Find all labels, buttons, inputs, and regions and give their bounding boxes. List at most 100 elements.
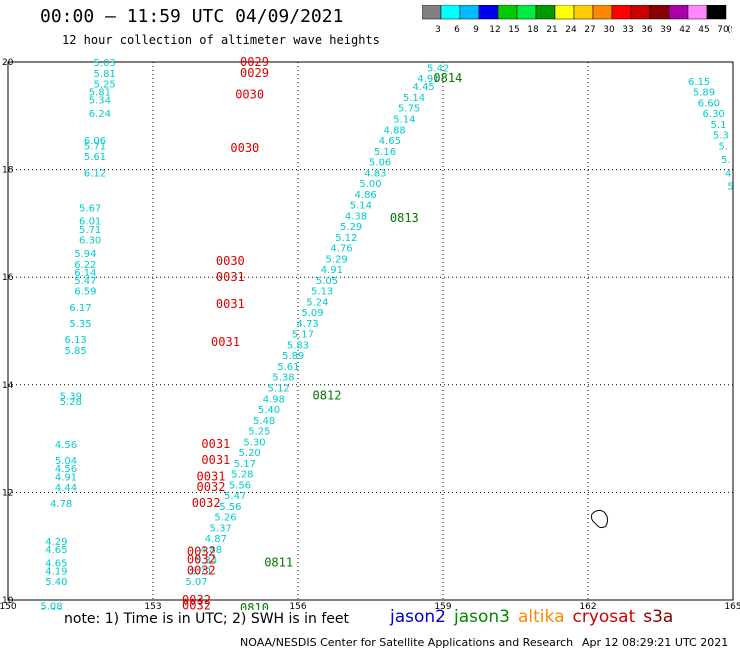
time-label: 0030 xyxy=(230,141,259,155)
swh-value: 4.65 xyxy=(45,558,67,569)
swh-value: 5.09 xyxy=(301,308,323,319)
swh-value: 5.14 xyxy=(393,114,415,125)
swh-value: 4.83 xyxy=(364,168,386,179)
swh-value: 5.42 xyxy=(427,63,449,74)
colorbar-label: 3 xyxy=(435,25,441,35)
time-label: 0029 xyxy=(240,66,269,80)
swh-value: 5.89 xyxy=(282,351,304,362)
swh-value: 5 xyxy=(727,182,733,193)
y-tick-label: 16 xyxy=(2,273,14,283)
time-label: 0032 xyxy=(197,480,226,494)
swh-value: 4.19 xyxy=(45,566,67,577)
swh-value: 4.88 xyxy=(200,545,222,556)
time-label: 0032 xyxy=(192,496,221,510)
satellite-cryosat: cryosat xyxy=(572,607,636,627)
time-label: 0031 xyxy=(201,453,230,467)
colorbar-label: 6 xyxy=(454,25,460,35)
swh-value: 5.25 xyxy=(94,80,116,91)
time-label: 0031 xyxy=(197,469,226,483)
swh-value: 5.28 xyxy=(231,470,253,481)
time-label: 0030 xyxy=(235,87,264,101)
swh-value: 5.12 xyxy=(268,383,290,394)
swh-value: 5.56 xyxy=(219,502,241,513)
swh-value: 5.14 xyxy=(350,201,372,212)
swh-value: 4.91 xyxy=(321,265,343,276)
x-tick-label: 153 xyxy=(144,602,161,610)
swh-value: 5.30 xyxy=(243,437,265,448)
chart-subtitle: 12 hour collection of altimeter wave hei… xyxy=(62,33,380,47)
swh-value: 5.47 xyxy=(224,491,246,502)
colorbar-label: 36 xyxy=(641,25,653,35)
time-label: 0814 xyxy=(433,71,462,85)
swh-value: 5.17 xyxy=(234,459,256,470)
swh-value: 5.33 xyxy=(40,607,62,610)
swh-value: 5.03 xyxy=(94,58,116,69)
swh-value: 5.81 xyxy=(94,69,116,80)
swh-value: 5.13 xyxy=(311,287,333,298)
colorbar-swatch xyxy=(706,4,727,20)
swh-value: 5.00 xyxy=(359,179,381,190)
swh-value: 5.61 xyxy=(277,362,299,373)
swh-value: 4.98 xyxy=(263,394,285,405)
swh-value: 5.08 xyxy=(40,601,62,610)
swh-value: 6.60 xyxy=(698,98,720,109)
swh-value: 5.20 xyxy=(239,448,261,459)
swh-value: 4.76 xyxy=(330,244,352,255)
swh-value: 6.14 xyxy=(74,268,96,279)
swh-value: 6.13 xyxy=(65,335,87,346)
colorbar-label: 39 xyxy=(660,25,672,35)
swh-value: 6.12 xyxy=(84,168,106,179)
swh-value: 5.48 xyxy=(253,416,275,427)
swh-value: 5.83 xyxy=(287,340,309,351)
time-label: 0812 xyxy=(313,389,342,403)
swh-value: 5.61 xyxy=(84,152,106,163)
time-label: 0032 xyxy=(187,553,216,567)
swh-value: 4 xyxy=(725,168,731,179)
colorbar-label: 27 xyxy=(584,25,595,35)
swh-value: 4.86 xyxy=(355,190,377,201)
swh-value: 5.28 xyxy=(60,397,82,408)
swh-value: 5.26 xyxy=(214,513,236,524)
time-label: 0031 xyxy=(216,297,245,311)
colorbar-label: 15 xyxy=(508,25,519,35)
swh-value: 4.65 xyxy=(379,136,401,147)
swh-value: 6.30 xyxy=(703,109,725,120)
swh-value: 5.25 xyxy=(248,427,270,438)
swh-value: 6.30 xyxy=(79,236,101,247)
time-label: 0032 xyxy=(182,598,211,610)
colorbar-label: 42 xyxy=(679,25,690,35)
note-text: note: 1) Time is in UTC; 2) SWH is in fe… xyxy=(64,611,350,627)
swh-value: 6.59 xyxy=(74,287,96,298)
swh-value: 4.29 xyxy=(45,537,67,548)
swh-value: 6.06 xyxy=(84,136,106,147)
time-label: 0810 xyxy=(240,601,269,610)
swh-value: 5.35 xyxy=(69,319,91,330)
swh-value: 6.17 xyxy=(69,303,91,314)
swh-value: 5.1 xyxy=(711,120,727,131)
colorbar-label: 33 xyxy=(622,25,633,35)
credit-text: NOAA/NESDIS Center for Satellite Applica… xyxy=(240,636,574,649)
swh-value: 5.12 xyxy=(335,233,357,244)
swh-value: 5.75 xyxy=(398,104,420,115)
swh-value: 4.56 xyxy=(55,440,77,451)
swh-value: 5.40 xyxy=(45,577,67,588)
swh-value: 5. xyxy=(721,155,731,166)
satellite-s3a: s3a xyxy=(643,607,674,627)
swh-value: 5.94 xyxy=(74,249,96,260)
swh-value: 4.87 xyxy=(205,534,227,545)
x-tick-label: 159 xyxy=(434,602,451,610)
swh-value: 5.14 xyxy=(403,93,425,104)
swh-value: 5.47 xyxy=(74,276,96,287)
swh-value: 4.45 xyxy=(413,82,435,93)
swh-value: 6.15 xyxy=(688,77,710,88)
satellite-jason2: jason2 xyxy=(390,607,446,627)
colorbar-label: 9 xyxy=(473,25,479,35)
colorbar-label: 45 xyxy=(698,25,709,35)
swh-value: 5.38 xyxy=(272,373,294,384)
time-label: 0031 xyxy=(201,437,230,451)
time-label: 0813 xyxy=(390,211,419,225)
swh-value: 4.78 xyxy=(50,499,72,510)
colorbar-label: 24 xyxy=(565,25,577,35)
swh-value: 4.91 xyxy=(417,74,439,85)
